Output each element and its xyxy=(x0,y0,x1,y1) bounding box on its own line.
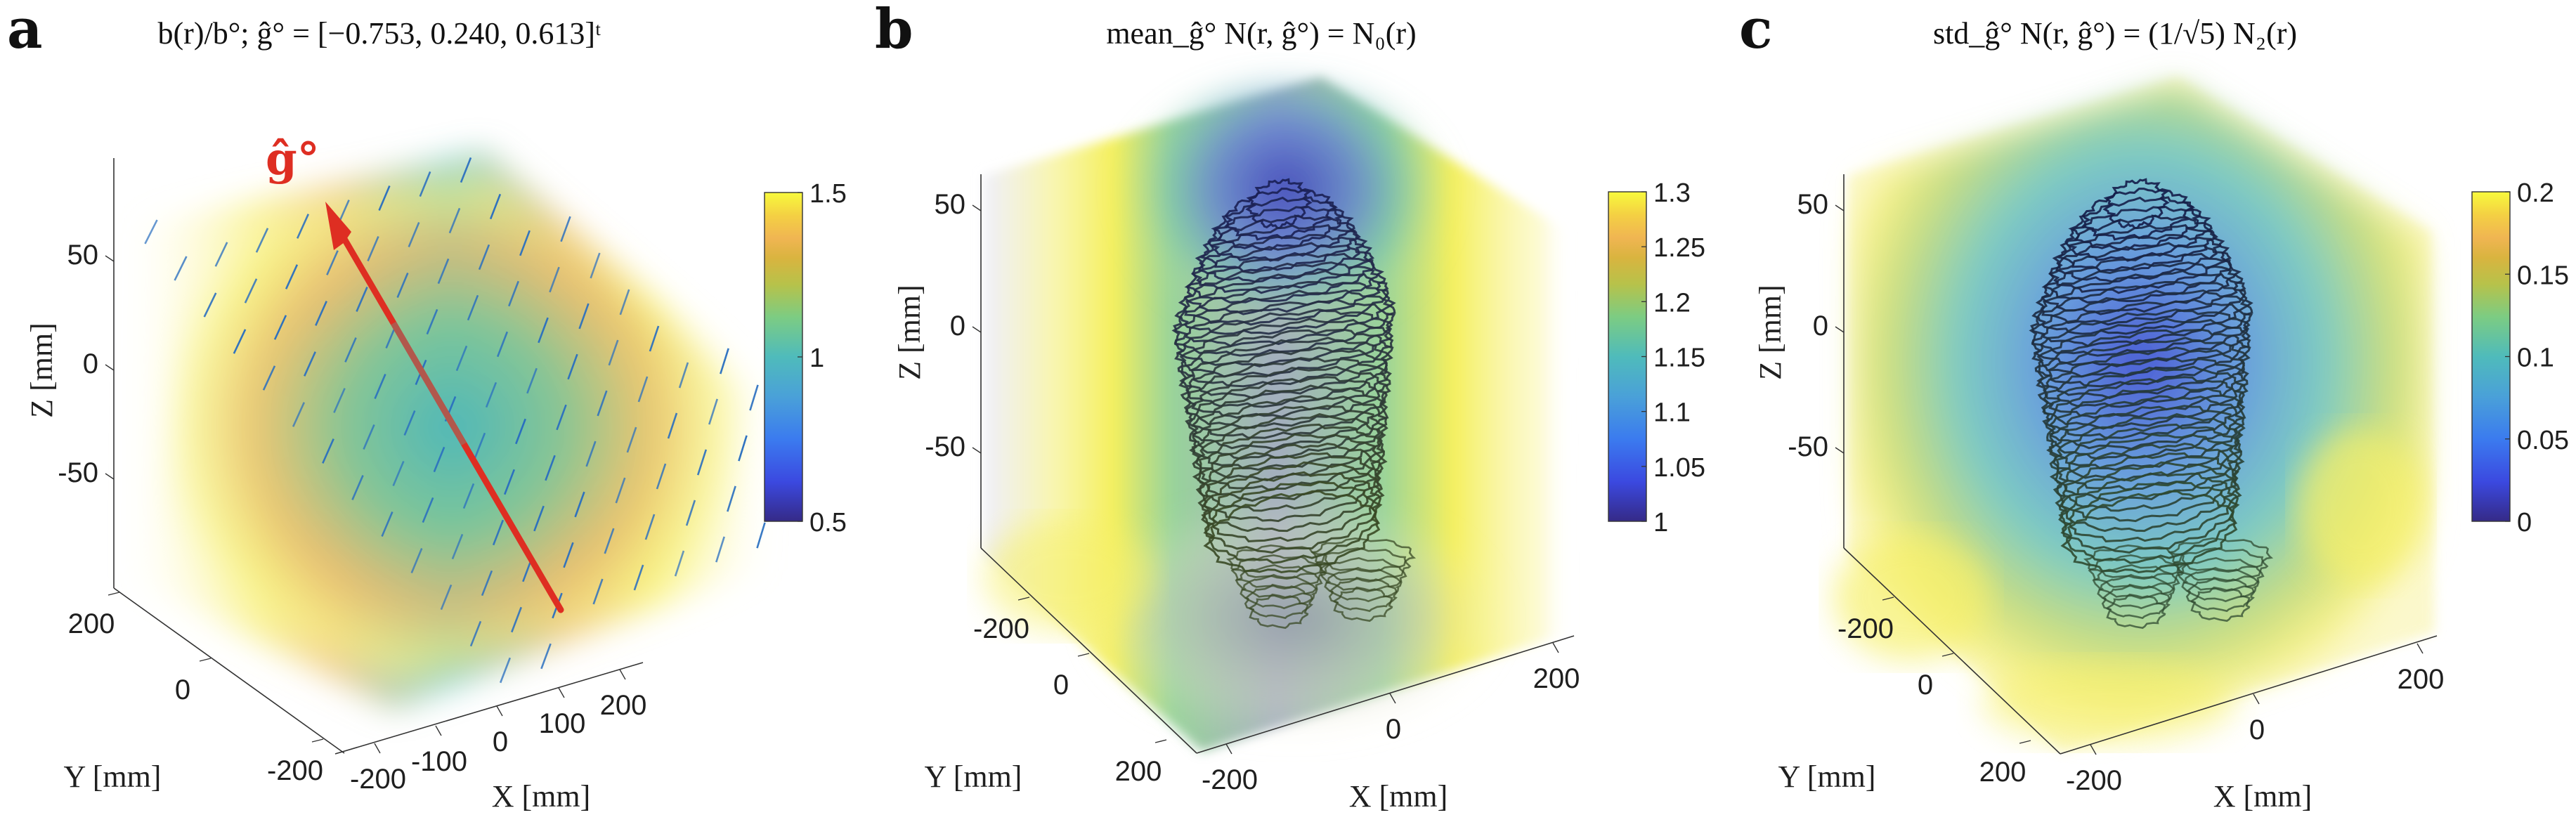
colorbar-tick-label: 1.5 xyxy=(809,179,847,209)
y-tick-label: 200 xyxy=(1115,756,1162,787)
z-tick-label: 50 xyxy=(67,240,99,270)
z-axis-label: Z [mm] xyxy=(892,285,927,380)
panel-a: a b(r)/b°; ĝ° = [−0.753, 0.240, 0.613]ᵗ … xyxy=(7,0,847,814)
z-tick-label: -50 xyxy=(925,431,965,462)
x-tick xyxy=(620,670,625,679)
colorbar-tick-label: 1.3 xyxy=(1653,178,1691,208)
colorbar-tick-label: 0.15 xyxy=(2517,261,2569,290)
x-tick xyxy=(375,743,380,753)
y-axis-label: Y [mm] xyxy=(925,759,1022,794)
z-tick xyxy=(105,256,114,261)
x-tick xyxy=(1553,643,1559,653)
colorbar-tick-label: 1 xyxy=(809,344,824,373)
panel-c-colorbar: 0 0.05 0.1 0.15 0.2 xyxy=(2472,178,2569,537)
y-tick xyxy=(200,658,211,661)
z-tick xyxy=(972,448,981,453)
z-axis-label: Z [mm] xyxy=(1753,285,1788,380)
x-tick-label: 200 xyxy=(2398,664,2445,695)
z-tick xyxy=(105,474,114,479)
y-tick-label: 0 xyxy=(1918,670,1933,700)
panel-letter-b: b xyxy=(875,0,913,61)
colorbar-tick-label: 0.05 xyxy=(2517,426,2569,455)
z-tick-label: 0 xyxy=(1813,311,1828,341)
colorbar-tick-label: 1.15 xyxy=(1653,344,1705,373)
x-axis-label: X [mm] xyxy=(2213,779,2312,814)
z-tick xyxy=(972,327,981,332)
panel-b-colorbar: 1 1.05 1.1 1.15 1.2 1.25 1.3 xyxy=(1608,178,1705,537)
panel-a-title: b(r)/b°; ĝ° = [−0.753, 0.240, 0.613]ᵗ xyxy=(158,16,601,51)
y-tick xyxy=(1155,740,1166,743)
y-tick-label: -200 xyxy=(1837,613,1894,644)
x-axis-label: X [mm] xyxy=(492,779,591,814)
y-tick-label: 200 xyxy=(1979,757,2027,788)
x-tick xyxy=(436,726,441,736)
x-tick xyxy=(497,706,502,716)
colorbar-tick-label: 1.05 xyxy=(1653,453,1705,483)
colorbar-tick-label: 1.2 xyxy=(1653,288,1691,318)
panel-b-title: mean_ĝ° N(r, ĝ°) = N₀(r) xyxy=(1106,16,1416,51)
z-tick-label: -50 xyxy=(58,457,98,488)
x-tick-label: 0 xyxy=(1386,714,1401,745)
y-tick-label: 0 xyxy=(175,674,190,705)
panel-a-volume xyxy=(130,151,769,710)
x-tick-label: 0 xyxy=(2249,715,2265,745)
panel-a-colorbar: 0.5 1 1.5 xyxy=(765,179,847,537)
x-tick-label: -200 xyxy=(1202,764,1258,795)
x-tick-label: 200 xyxy=(600,690,647,721)
x-tick-label: -200 xyxy=(2066,765,2122,796)
colorbar-tick-label: 0.1 xyxy=(2517,344,2554,373)
y-tick-label: -200 xyxy=(973,613,1029,644)
x-tick xyxy=(2417,644,2423,653)
z-tick xyxy=(105,365,114,370)
figure: a b(r)/b°; ĝ° = [−0.753, 0.240, 0.613]ᵗ … xyxy=(0,0,2576,815)
panel-c-title: std_ĝ° N(r, ĝ°) = (1/√5) N₂(r) xyxy=(1933,16,2297,51)
colorbar-tick-label: 1 xyxy=(1653,508,1668,537)
y-tick-label: 200 xyxy=(68,608,115,639)
y-tick xyxy=(108,592,119,595)
z-tick-label: 0 xyxy=(950,311,965,341)
z-tick xyxy=(972,205,981,211)
x-tick xyxy=(2253,694,2259,704)
x-tick xyxy=(2090,745,2096,755)
y-tick-label: -200 xyxy=(267,755,323,786)
x-tick xyxy=(559,688,564,698)
z-tick xyxy=(1835,448,1844,453)
panel-b: b mean_ĝ° N(r, ĝ°) = N₀(r) -50 0 50 Z [mm] -… xyxy=(875,0,1705,814)
x-tick-label: 0 xyxy=(493,726,508,757)
panel-letter-a: a xyxy=(7,0,43,61)
x-tick-label: -100 xyxy=(411,746,467,777)
y-tick-label: 0 xyxy=(1053,670,1069,700)
z-tick-label: 0 xyxy=(83,348,98,379)
z-tick xyxy=(1835,205,1844,211)
colorbar-gradient xyxy=(1608,192,1646,521)
x-tick-label: 100 xyxy=(539,708,586,739)
arrow-label: ĝ° xyxy=(266,133,320,185)
y-axis-label: Y [mm] xyxy=(1778,759,1876,794)
colorbar-gradient xyxy=(2472,192,2510,521)
z-tick-label: 50 xyxy=(1797,189,1829,220)
z-axis-label: Z [mm] xyxy=(25,322,59,418)
z-tick xyxy=(1835,327,1844,332)
colorbar-tick-label: 0.2 xyxy=(2517,178,2554,208)
z-tick-label: -50 xyxy=(1788,431,1828,462)
colorbar-tick-label: 1.1 xyxy=(1653,398,1691,428)
y-axis-label: Y [mm] xyxy=(64,759,162,794)
y-tick xyxy=(2019,741,2031,743)
x-tick xyxy=(1226,744,1232,754)
panel-letter-c: c xyxy=(1739,0,1773,61)
z-tick-label: 50 xyxy=(935,189,966,220)
colorbar-tick-label: 0.5 xyxy=(809,508,847,537)
panel-c-volume xyxy=(1834,77,2435,752)
x-tick-label: 200 xyxy=(1533,663,1580,694)
y-tick xyxy=(312,739,323,742)
colorbar-tick-label: 0 xyxy=(2517,508,2532,537)
colorbar-gradient xyxy=(765,193,802,521)
x-axis-label: X [mm] xyxy=(1349,779,1448,814)
panel-b-volume xyxy=(984,77,1570,752)
panel-c: c std_ĝ° N(r, ĝ°) = (1/√5) N₂(r) -50 0 50 Z… xyxy=(1739,0,2569,814)
colorbar-tick-label: 1.25 xyxy=(1653,233,1705,263)
x-tick-label: -200 xyxy=(350,764,406,795)
y-tick xyxy=(1078,653,1089,656)
